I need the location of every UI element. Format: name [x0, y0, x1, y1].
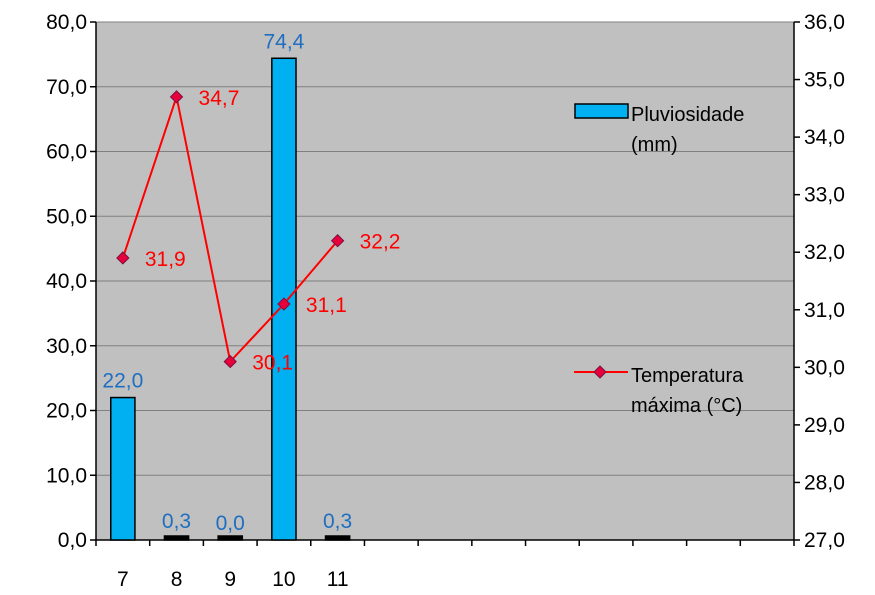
right-tick-label: 28,0: [804, 471, 845, 494]
legend-line-label-line-2: máxima (°C): [631, 395, 742, 417]
line-marker: [330, 234, 345, 248]
right-tick-label: 31,0: [804, 299, 845, 322]
legend-bar-swatch: [574, 103, 629, 119]
line-data-label: 31,9: [145, 248, 186, 271]
x-tick-label: 8: [171, 568, 183, 590]
legend: Pluviosidade (mm) Temperatura máxima (°C…: [574, 103, 744, 417]
line-marker: [277, 297, 291, 311]
right-tick-label: 27,0: [804, 529, 845, 552]
line-data-label: 34,7: [199, 87, 240, 110]
left-tick-label: 0,0: [58, 529, 87, 552]
line-data-label: 30,1: [252, 352, 293, 375]
right-tick-label: 30,0: [804, 356, 845, 379]
left-tick-label: 70,0: [46, 76, 87, 99]
line-marker: [223, 354, 237, 369]
x-tick-label: 10: [272, 568, 295, 590]
right-tick-label: 35,0: [804, 69, 845, 92]
bar-data-label: 0,0: [216, 512, 245, 535]
x-tick-label: 11: [327, 568, 349, 590]
left-tick-label: 60,0: [46, 141, 87, 164]
bar: [110, 396, 136, 541]
line-marker: [116, 251, 130, 265]
bar-data-label: 0,3: [162, 510, 191, 533]
bar-data-label: 22,0: [102, 370, 143, 393]
line-data-label: 32,2: [360, 231, 401, 254]
legend-bar-label-line-1: Pluviosidade: [631, 104, 744, 126]
legend-bar-label-line-2: (mm): [631, 134, 678, 156]
bar-data-label: 0,3: [323, 510, 352, 533]
right-tick-label: 33,0: [804, 184, 845, 207]
right-tick-label: 34,0: [804, 126, 845, 149]
axes: 0,010,020,030,040,050,060,070,080,027,02…: [46, 11, 845, 591]
left-tick-label: 10,0: [46, 464, 87, 487]
right-tick-label: 29,0: [804, 414, 845, 437]
right-tick-label: 32,0: [804, 241, 845, 264]
line-data-label: 31,1: [306, 294, 347, 317]
bar: [217, 535, 244, 541]
legend-line-marker: [593, 365, 607, 379]
left-tick-label: 30,0: [46, 335, 87, 358]
line-series: [116, 90, 345, 369]
data-labels: 22,0 0,3 0,0 74,4 0,3 31,9 34,7 30,1 31,1 32,2: [102, 30, 400, 535]
left-tick-label: 20,0: [46, 400, 87, 423]
legend-line-label-line-1: Temperatura: [631, 365, 744, 387]
left-tick-label: 40,0: [46, 270, 87, 293]
bar: [163, 535, 190, 541]
bar-data-label: 74,4: [263, 30, 304, 53]
line-marker: [169, 90, 184, 104]
gridlines: [96, 21, 794, 476]
left-tick-label: 50,0: [46, 205, 87, 228]
left-tick-label: 80,0: [46, 11, 87, 34]
x-tick-label: 9: [224, 568, 236, 590]
x-tick-label: 7: [117, 568, 129, 590]
bar: [324, 535, 351, 541]
right-tick-label: 36,0: [804, 11, 845, 34]
